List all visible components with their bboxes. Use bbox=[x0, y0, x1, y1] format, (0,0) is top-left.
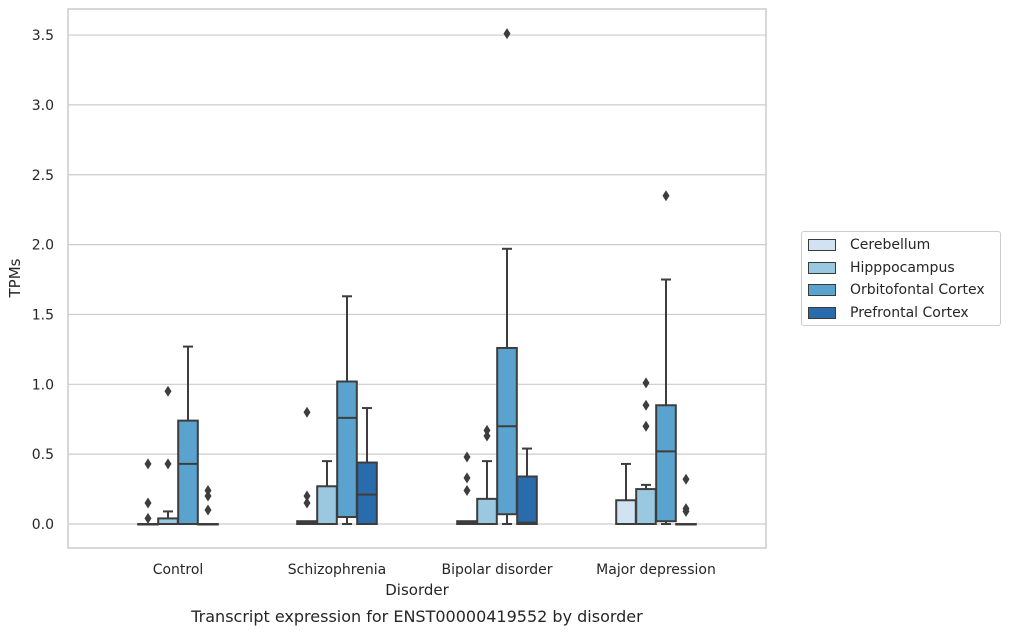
outlier-marker bbox=[642, 420, 650, 432]
outlier-marker bbox=[303, 497, 311, 509]
outlier-marker bbox=[303, 490, 311, 502]
x-tick-label: Bipolar disorder bbox=[441, 562, 552, 578]
outlier-marker bbox=[204, 484, 212, 496]
outlier-marker bbox=[144, 458, 152, 470]
y-tick-label: 1.5 bbox=[32, 307, 54, 323]
box-body bbox=[496, 346, 518, 516]
box-orbitofontal-cortex-0 bbox=[177, 345, 199, 526]
box-orbitofontal-cortex-1 bbox=[336, 295, 358, 525]
outlier-marker bbox=[204, 490, 212, 502]
outlier-marker bbox=[682, 505, 690, 517]
box-body bbox=[356, 461, 378, 526]
legend: Cerebellum Hipppocampus Orbitofontal Cor… bbox=[801, 231, 1001, 326]
outlier-marker bbox=[204, 504, 212, 516]
outlier-marker bbox=[463, 451, 471, 463]
box-body bbox=[177, 419, 199, 526]
outlier-marker bbox=[642, 377, 650, 389]
outlier-marker bbox=[463, 472, 471, 484]
x-tick-labels: Control Schizophrenia Bipolar disorder Majo… bbox=[153, 562, 716, 578]
x-axis-label: Disorder bbox=[385, 581, 449, 599]
legend-item-prefrontal: Prefrontal Cortex bbox=[808, 303, 969, 323]
box-orbitofontal-cortex-3 bbox=[655, 190, 677, 525]
x-tick-label: Control bbox=[153, 562, 204, 578]
y-tick-label: 3.0 bbox=[32, 98, 54, 114]
box-hipppocampus-3 bbox=[635, 377, 657, 526]
y-tick-label: 3.5 bbox=[32, 28, 54, 44]
box-body bbox=[516, 475, 538, 526]
outlier-marker bbox=[483, 424, 491, 436]
boxes-layer bbox=[137, 28, 697, 526]
box-orbitofontal-cortex-2 bbox=[496, 28, 518, 525]
box-cerebellum-1 bbox=[296, 406, 318, 525]
y-tick-label: 2.0 bbox=[32, 238, 54, 254]
box-body bbox=[655, 404, 677, 523]
y-axis-label: TPMs bbox=[6, 258, 24, 298]
box-body bbox=[316, 485, 338, 526]
legend-item-orbitofrontal: Orbitofontal Cortex bbox=[808, 280, 985, 300]
box-prefrontal-cortex-0 bbox=[197, 484, 219, 526]
legend-label-cerebellum: Cerebellum bbox=[850, 237, 931, 253]
legend-swatch-cerebellum bbox=[808, 239, 836, 251]
box-cerebellum-3 bbox=[615, 462, 637, 526]
y-tick-labels: 0.0 0.5 1.0 1.5 2.0 2.5 3.0 3.5 bbox=[32, 28, 54, 533]
outlier-marker bbox=[164, 385, 172, 397]
box-body bbox=[476, 497, 498, 526]
outlier-marker bbox=[682, 473, 690, 485]
legend-label-orbitofrontal: Orbitofontal Cortex bbox=[850, 282, 985, 298]
box-hipppocampus-0 bbox=[157, 385, 179, 525]
outlier-marker bbox=[164, 458, 172, 470]
box-body bbox=[336, 380, 358, 519]
x-tick-label: Schizophrenia bbox=[288, 562, 386, 578]
outlier-marker bbox=[642, 399, 650, 411]
legend-label-hippocampus: Hipppocampus bbox=[850, 260, 955, 276]
chart-caption: Transcript expression for ENST0000041955… bbox=[190, 607, 643, 626]
outlier-marker bbox=[483, 430, 491, 442]
box-hipppocampus-1 bbox=[316, 460, 338, 526]
outlier-marker bbox=[303, 406, 311, 418]
outlier-marker bbox=[144, 497, 152, 509]
y-tick-label: 0.0 bbox=[32, 517, 54, 533]
box-prefrontal-cortex-1 bbox=[356, 407, 378, 526]
outlier-marker bbox=[463, 484, 471, 496]
x-tick-label: Major depression bbox=[596, 562, 716, 578]
box-hipppocampus-2 bbox=[476, 424, 498, 526]
box-prefrontal-cortex-2 bbox=[516, 447, 538, 526]
legend-item-cerebellum: Cerebellum bbox=[808, 235, 930, 255]
outlier-marker bbox=[662, 190, 670, 202]
legend-label-prefrontal: Prefrontal Cortex bbox=[850, 305, 969, 321]
y-tick-label: 2.5 bbox=[32, 168, 54, 184]
box-cerebellum-0 bbox=[137, 458, 159, 526]
legend-swatch-orbitofrontal bbox=[808, 284, 836, 296]
legend-swatch-prefrontal bbox=[808, 307, 836, 319]
box-body bbox=[615, 499, 637, 526]
outlier-marker bbox=[503, 28, 511, 40]
outlier-marker bbox=[144, 512, 152, 524]
y-tick-label: 0.5 bbox=[32, 447, 54, 463]
box-cerebellum-2 bbox=[456, 451, 478, 525]
plot-frame bbox=[67, 8, 767, 549]
y-tick-label: 1.0 bbox=[32, 377, 54, 393]
box-body bbox=[635, 488, 657, 526]
legend-swatch-hippocampus bbox=[808, 262, 836, 274]
legend-item-hippocampus: Hipppocampus bbox=[808, 258, 955, 278]
box-prefrontal-cortex-3 bbox=[675, 473, 697, 526]
